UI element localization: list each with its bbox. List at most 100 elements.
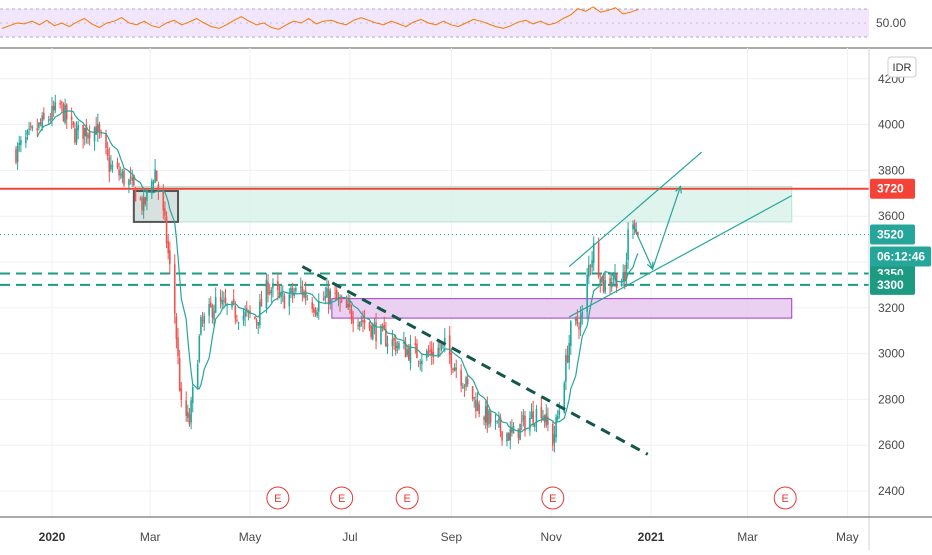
candle-body <box>501 431 503 441</box>
candle-body <box>437 348 440 357</box>
time-tick-label: Nov <box>540 530 561 544</box>
candle-body <box>358 322 361 327</box>
candle-body <box>105 133 107 149</box>
time-tick-label: Sep <box>441 530 463 544</box>
time-tick-label: May <box>836 530 859 544</box>
candle-body <box>232 298 235 303</box>
event-badge[interactable] <box>266 486 290 510</box>
candle-body <box>398 342 400 349</box>
candle-body <box>419 362 422 364</box>
candle-body <box>360 320 363 322</box>
candle-body <box>357 324 359 326</box>
candle-body <box>277 281 279 291</box>
candle-body <box>578 326 580 330</box>
candle-body <box>362 320 364 323</box>
event-badge[interactable] <box>330 486 354 510</box>
event-badge-label: E <box>782 493 789 505</box>
projection-arrowhead <box>646 261 654 271</box>
trendline-falling-dashed[interactable] <box>301 265 649 456</box>
candle-body <box>352 319 354 324</box>
candle-body <box>453 367 456 372</box>
candle-body <box>169 250 171 265</box>
candle-body <box>635 229 638 233</box>
candle-body <box>532 410 534 425</box>
candle-body <box>301 286 304 296</box>
candle-body <box>558 410 561 416</box>
candle-body <box>345 300 348 308</box>
candle-body <box>88 132 91 139</box>
candle-body <box>588 264 590 277</box>
candle-body <box>311 301 314 310</box>
candle-body <box>49 119 52 121</box>
candle-body <box>51 105 53 120</box>
candle-body <box>335 289 338 300</box>
candle-body <box>427 351 430 353</box>
candle-body <box>237 322 240 324</box>
candle-body <box>317 301 320 312</box>
candle-body <box>152 182 155 184</box>
candle-body <box>370 325 372 338</box>
candle-body <box>131 177 133 181</box>
candle-body <box>484 406 487 423</box>
time-tick-label: 2021 <box>638 530 665 544</box>
event-badge[interactable] <box>395 486 419 510</box>
candle-body <box>520 420 523 422</box>
zone-purple <box>331 298 793 319</box>
candle-body <box>20 140 22 145</box>
candle-body <box>97 123 99 133</box>
candle-body <box>466 378 469 385</box>
candle-body <box>430 348 433 356</box>
trendlines <box>301 151 793 456</box>
candle-body <box>47 119 50 121</box>
candle-body <box>566 354 569 362</box>
candle-body <box>83 127 86 137</box>
candle-body <box>144 197 147 204</box>
trendline-channel-lower[interactable] <box>568 195 793 318</box>
candle-body <box>106 149 109 157</box>
candle-body <box>540 406 543 419</box>
candle-body <box>553 434 556 443</box>
rsi-level-label: 50.00 <box>876 16 906 30</box>
candle-body <box>334 292 336 294</box>
candle-body <box>265 279 268 309</box>
candle-body <box>185 400 188 417</box>
candle-body <box>26 130 29 135</box>
event-badge[interactable] <box>773 486 797 510</box>
candle-body <box>326 287 328 298</box>
candle-body <box>59 103 61 105</box>
candle-body <box>41 115 43 128</box>
time-tick-label: May <box>239 530 262 544</box>
candle-body <box>386 343 389 347</box>
zones <box>132 185 793 319</box>
price-tick-label: 4000 <box>878 118 905 132</box>
candle-body <box>452 368 454 371</box>
trendline-channel-upper[interactable] <box>568 151 703 268</box>
candle-body <box>245 308 248 311</box>
time-tick-label: Mar <box>737 530 758 544</box>
candle-body <box>82 124 84 139</box>
candle-body <box>133 174 135 186</box>
candle-body <box>633 222 636 230</box>
currency-badge[interactable]: IDR <box>887 56 917 78</box>
candle-body <box>134 187 137 202</box>
candle-body <box>25 137 27 144</box>
candle-body <box>632 224 634 230</box>
candle-body <box>486 403 489 426</box>
candle-body <box>201 320 204 322</box>
candle-body <box>509 429 512 441</box>
event-badge-label: E <box>549 493 556 505</box>
candle-body <box>190 400 192 423</box>
time-axis[interactable]: 2020 Mar May Jul Sep Nov 2021 Mar May <box>39 530 859 544</box>
candle-body <box>15 149 17 163</box>
price-tick-label: 3800 <box>878 163 905 177</box>
candle-body <box>75 128 78 143</box>
price-label-box <box>870 224 915 245</box>
candle-body <box>164 208 166 216</box>
candle-body <box>118 169 120 176</box>
candle-body <box>403 342 405 344</box>
event-badge-label: E <box>338 493 345 505</box>
event-badge[interactable] <box>541 486 565 510</box>
candle-body <box>530 412 533 419</box>
price-tick-label: 2600 <box>878 438 905 452</box>
